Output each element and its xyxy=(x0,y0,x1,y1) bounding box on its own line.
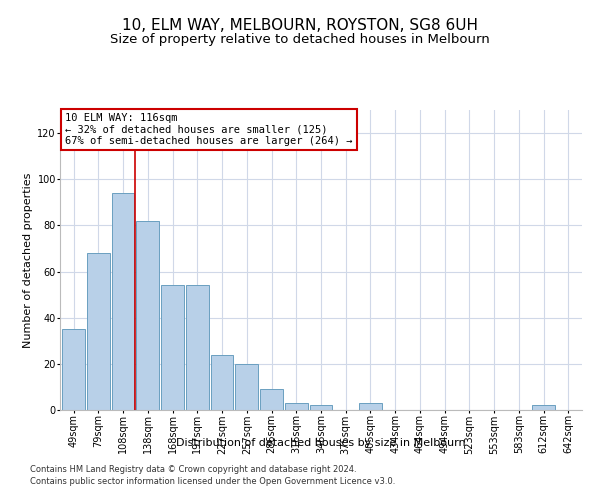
Bar xyxy=(186,286,209,410)
Bar xyxy=(310,406,332,410)
Text: Size of property relative to detached houses in Melbourn: Size of property relative to detached ho… xyxy=(110,32,490,46)
Bar xyxy=(112,193,134,410)
Bar xyxy=(211,354,233,410)
Bar xyxy=(359,403,382,410)
Bar xyxy=(62,329,85,410)
Bar xyxy=(235,364,258,410)
Text: Contains public sector information licensed under the Open Government Licence v3: Contains public sector information licen… xyxy=(30,477,395,486)
Bar xyxy=(87,253,110,410)
Bar xyxy=(532,406,555,410)
Text: 10, ELM WAY, MELBOURN, ROYSTON, SG8 6UH: 10, ELM WAY, MELBOURN, ROYSTON, SG8 6UH xyxy=(122,18,478,32)
Text: 10 ELM WAY: 116sqm
← 32% of detached houses are smaller (125)
67% of semi-detach: 10 ELM WAY: 116sqm ← 32% of detached hou… xyxy=(65,113,353,146)
Bar xyxy=(260,389,283,410)
Bar xyxy=(161,286,184,410)
Bar xyxy=(285,403,308,410)
Bar xyxy=(136,221,159,410)
Y-axis label: Number of detached properties: Number of detached properties xyxy=(23,172,33,348)
Text: Contains HM Land Registry data © Crown copyright and database right 2024.: Contains HM Land Registry data © Crown c… xyxy=(30,466,356,474)
Text: Distribution of detached houses by size in Melbourn: Distribution of detached houses by size … xyxy=(176,438,466,448)
